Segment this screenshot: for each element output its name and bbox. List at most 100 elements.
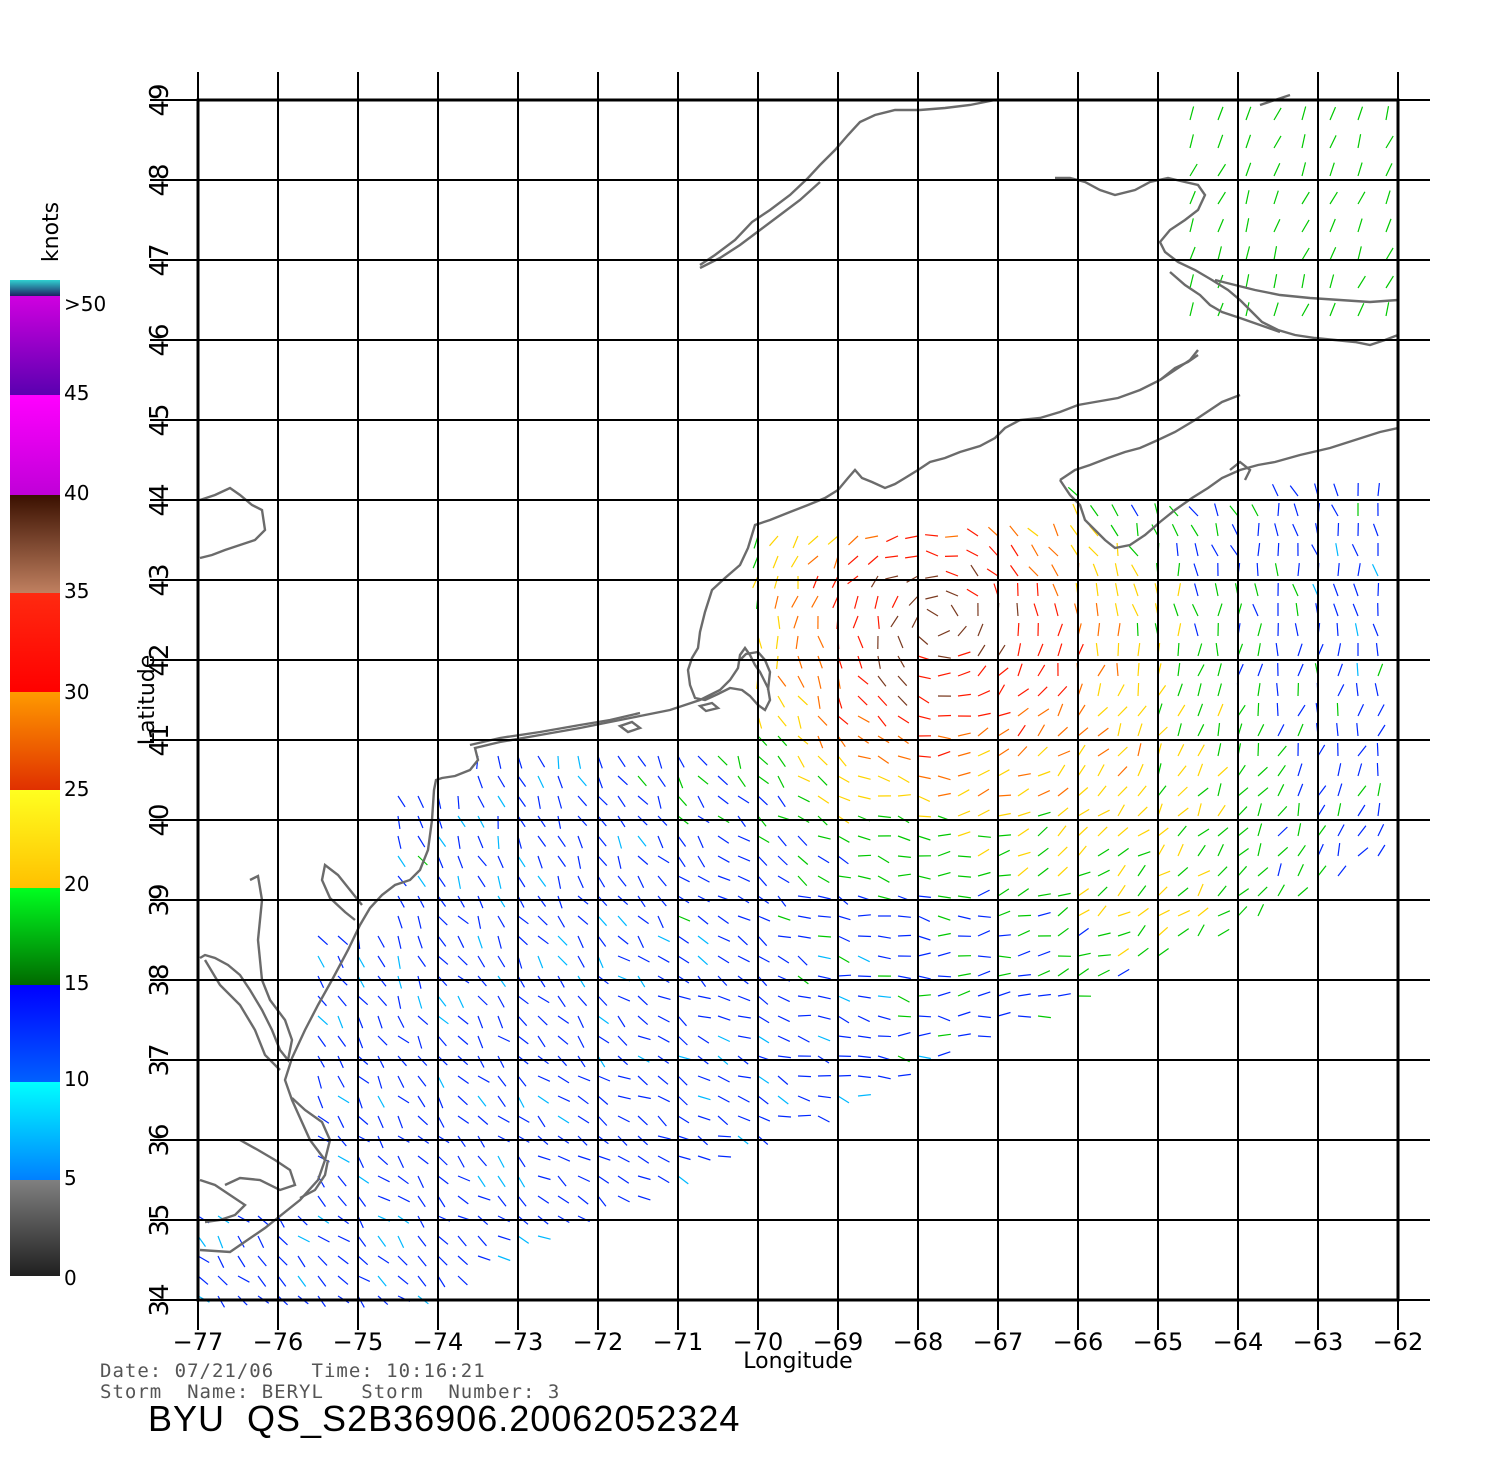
wind-vector — [637, 1195, 651, 1201]
wind-vector — [717, 775, 729, 786]
wind-vector — [997, 849, 1010, 857]
wind-vector — [217, 1275, 228, 1286]
wind-vector — [986, 568, 999, 577]
wind-vector — [377, 975, 387, 987]
wind-vector — [317, 1255, 328, 1266]
wind-vector — [1375, 643, 1379, 657]
wind-vector — [397, 1115, 404, 1129]
wind-vector — [517, 995, 529, 1005]
wind-vector — [417, 1275, 427, 1287]
wind-vector — [1333, 603, 1339, 617]
wind-vector — [457, 875, 461, 889]
storm-number-value: 3 — [547, 1381, 561, 1403]
wind-vector — [497, 1075, 507, 1087]
wind-vector — [437, 1275, 446, 1288]
wind-vector — [1017, 851, 1031, 857]
wind-vector — [377, 1255, 390, 1264]
wind-vector — [677, 755, 685, 768]
wind-vector — [717, 935, 731, 942]
wind-vector — [870, 575, 879, 588]
wind-vector — [437, 1035, 447, 1047]
wind-vector — [797, 1075, 812, 1078]
wind-vector — [1171, 524, 1179, 537]
wind-vector — [1254, 583, 1259, 597]
wind-vector — [837, 955, 850, 964]
wind-vector — [497, 775, 506, 788]
wind-vector — [1077, 927, 1089, 937]
wind-vector — [1191, 603, 1199, 617]
wind-vector — [857, 875, 871, 880]
wind-vector — [1131, 564, 1139, 577]
wind-vector — [257, 1275, 267, 1287]
wind-vector — [1036, 582, 1039, 597]
wind-vector — [417, 1035, 423, 1049]
wind-vector — [777, 835, 787, 847]
wind-vector — [1336, 622, 1339, 637]
wind-vector — [737, 875, 751, 882]
wind-vector — [1117, 642, 1120, 657]
wind-vector — [1137, 829, 1150, 837]
wind-vector — [637, 1075, 648, 1086]
wind-vector — [877, 615, 880, 629]
wind-vector — [1217, 163, 1227, 177]
x-axis-label: Longitude — [743, 1349, 852, 1374]
wind-vector — [857, 995, 871, 999]
wind-vector — [1237, 865, 1248, 877]
wind-vector — [577, 835, 583, 849]
wind-vector — [1301, 106, 1307, 121]
wind-vector — [817, 955, 831, 960]
wind-vector — [637, 875, 645, 888]
wind-vector — [1337, 563, 1340, 577]
wind-vector — [277, 1275, 287, 1287]
wind-vector — [1177, 744, 1185, 757]
wind-vector — [477, 875, 486, 888]
wind-vector — [1273, 302, 1279, 317]
wind-vector — [1197, 870, 1211, 877]
wind-vector — [1077, 909, 1090, 917]
wind-vector — [677, 1075, 688, 1086]
wind-vector — [1329, 218, 1336, 233]
wind-vector — [257, 1235, 265, 1248]
wind-vector — [1257, 683, 1261, 697]
wind-vector — [617, 755, 626, 768]
wind-vector — [1189, 274, 1194, 289]
wind-vector — [777, 875, 790, 884]
wind-vector — [897, 915, 911, 918]
wind-vector — [1297, 723, 1304, 737]
plot-frame — [196, 98, 1400, 1302]
wind-vector — [217, 1295, 226, 1308]
wind-vector — [1097, 664, 1106, 677]
wind-vector — [817, 755, 828, 766]
wind-vector — [937, 850, 951, 857]
wind-vector — [497, 935, 502, 949]
wind-vector — [617, 775, 628, 786]
wind-vector — [597, 935, 607, 947]
wind-vector — [777, 1095, 789, 1105]
wind-vector — [857, 935, 872, 938]
wind-vector — [857, 914, 871, 917]
wind-vector — [777, 995, 790, 1003]
wind-vector — [837, 974, 852, 977]
wind-vector — [577, 935, 584, 949]
wind-vector — [317, 935, 329, 946]
wind-vector — [337, 1235, 350, 1243]
wind-vector — [1197, 907, 1209, 917]
wind-vector — [1095, 583, 1099, 597]
wind-vector — [774, 595, 779, 609]
wind-vector — [557, 875, 562, 889]
wind-vector — [1377, 803, 1381, 817]
wind-vector — [1256, 562, 1259, 577]
wind-vector — [1357, 134, 1362, 149]
wind-vector — [1257, 702, 1260, 717]
wind-vector — [457, 1275, 468, 1286]
wind-vector — [657, 755, 663, 769]
time-value: 10:16:21 — [386, 1360, 486, 1382]
wind-vector — [657, 1175, 670, 1184]
wind-vector — [1197, 924, 1205, 937]
wind-vector — [617, 995, 631, 1002]
wind-vector — [877, 935, 891, 939]
wind-vector — [337, 1255, 349, 1265]
wind-vector — [857, 1094, 871, 1097]
wind-vector — [1277, 502, 1280, 517]
wind-vector — [886, 535, 899, 543]
